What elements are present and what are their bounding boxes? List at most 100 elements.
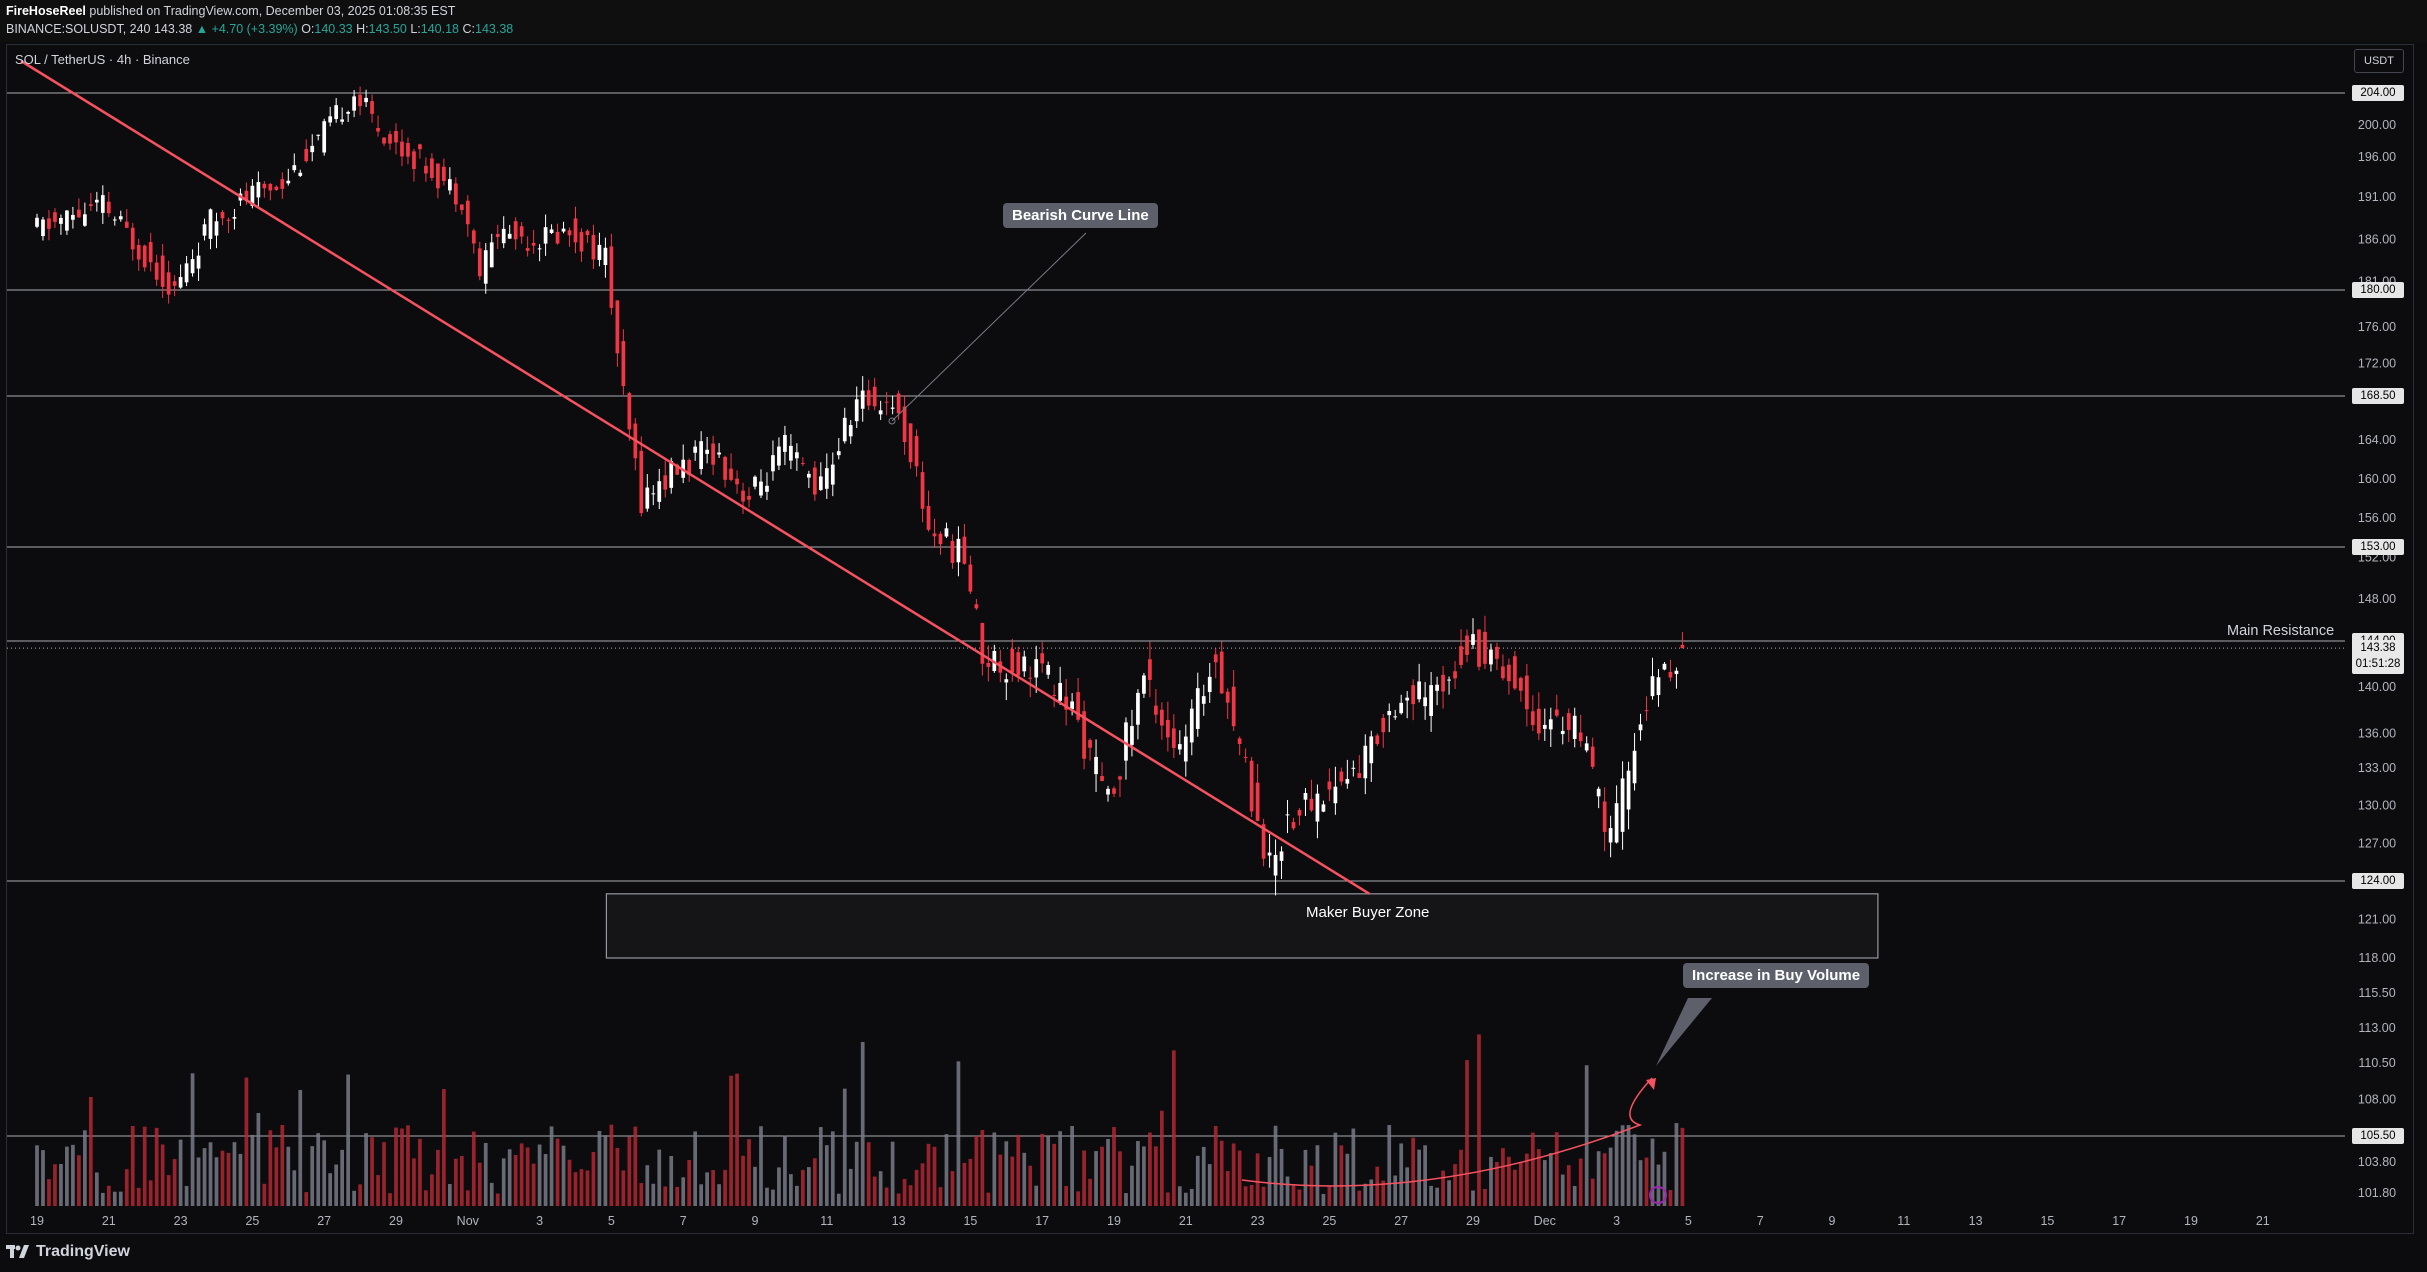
y-tick-label: 108.00: [2358, 1093, 2396, 1107]
volume-bar: [340, 1149, 345, 1206]
volume-bar: [238, 1153, 243, 1206]
bearish-curve-line-callout[interactable]: Bearish Curve Line: [1003, 203, 1158, 228]
symbol-title[interactable]: SOL / TetherUS · 4h · Binance: [15, 52, 190, 67]
candle-body: [980, 622, 985, 664]
candle-body: [920, 472, 925, 509]
increase-in-buy-volume-callout[interactable]: Increase in Buy Volume: [1683, 963, 1870, 988]
volume-bar: [621, 1170, 626, 1206]
x-tick-label: 3: [536, 1214, 543, 1228]
volume-bar: [59, 1164, 63, 1206]
candle-body: [1345, 779, 1350, 784]
volume-bar: [1076, 1191, 1080, 1206]
volume-bar: [1632, 1134, 1637, 1206]
candle-body: [1028, 677, 1033, 679]
candle-body: [1070, 701, 1074, 710]
drawings[interactable]: [20, 59, 1712, 1204]
main-resistance-label[interactable]: Main Resistance: [2227, 623, 2335, 639]
volume-bar: [603, 1135, 608, 1206]
volume-bar: [1213, 1125, 1218, 1206]
volume-bar: [1453, 1164, 1457, 1206]
maker-buyer-zone-label[interactable]: Maker Buyer Zone: [1306, 904, 1430, 921]
volume-bar: [878, 1171, 883, 1206]
tradingview-logo[interactable]: TradingView: [6, 1243, 130, 1261]
candle-body: [154, 262, 159, 280]
volume-bar: [1273, 1125, 1278, 1206]
candle-body: [1273, 854, 1278, 876]
volume-bar: [717, 1184, 721, 1206]
volume-bar: [681, 1177, 686, 1206]
volume-bar: [980, 1130, 985, 1206]
volume-bar: [459, 1155, 464, 1206]
volume-bar: [256, 1113, 261, 1206]
volume-bar: [447, 1184, 452, 1206]
candle-body: [567, 230, 572, 236]
volume-bar: [549, 1126, 554, 1206]
candle-body: [1052, 694, 1057, 697]
volume-bar: [507, 1149, 512, 1206]
volume-bar: [795, 1185, 799, 1206]
volume-callout-tail: [1656, 998, 1712, 1066]
candle-body: [1088, 740, 1092, 748]
candle-body: [801, 463, 805, 465]
volume-bar: [854, 1141, 859, 1206]
candle-body: [418, 144, 422, 150]
x-tick-label: 11: [820, 1214, 833, 1228]
volume-bar: [1195, 1155, 1200, 1206]
candle-body: [424, 165, 428, 174]
candle-body: [190, 259, 195, 274]
y-tick-label: 103.80: [2358, 1155, 2396, 1169]
candle-body: [501, 228, 506, 244]
level-price-tag: 153.00: [2352, 539, 2404, 555]
volume-bar: [124, 1169, 129, 1206]
candle-body: [771, 455, 775, 472]
close-value: 143.38: [475, 22, 514, 36]
x-tick-label: 25: [245, 1214, 259, 1228]
currency-button[interactable]: USDT: [2354, 49, 2404, 73]
candle-body: [1393, 716, 1398, 718]
candle-body: [1243, 757, 1248, 759]
x-tick-label: 23: [1251, 1214, 1265, 1228]
volume-bar: [890, 1141, 895, 1206]
x-tick-label: 21: [102, 1214, 116, 1228]
candle-body: [1130, 726, 1134, 745]
x-tick-label: 5: [608, 1214, 615, 1228]
candle-body: [322, 121, 327, 153]
y-tick-label: 148.00: [2358, 592, 2396, 606]
candle-body: [753, 476, 757, 487]
candle-body: [1195, 688, 1200, 729]
candle-body: [1351, 767, 1356, 769]
candle-body: [759, 481, 763, 496]
alert-icon: [1649, 1186, 1667, 1204]
candle-body: [1148, 659, 1152, 680]
x-tick-label: 27: [1394, 1214, 1408, 1228]
x-tick-label: 21: [2256, 1214, 2270, 1228]
candle-body: [41, 219, 45, 237]
volume-bar: [645, 1165, 650, 1206]
candle-body: [711, 443, 715, 465]
volume-bar: [1058, 1131, 1063, 1206]
volume-bar: [1142, 1146, 1146, 1206]
candle-body: [627, 393, 632, 430]
author-name[interactable]: FireHoseReel: [6, 4, 86, 18]
candle-body: [1602, 801, 1607, 832]
chart-frame[interactable]: [6, 44, 2414, 1234]
volume-bar: [998, 1154, 1003, 1206]
low-label: L:: [410, 22, 421, 36]
volume-bar: [1578, 1158, 1583, 1206]
candle-body: [986, 662, 991, 667]
volume-bar: [226, 1152, 231, 1206]
volume-bar: [1524, 1153, 1529, 1206]
volume-bar: [430, 1174, 434, 1206]
volume-bar: [208, 1142, 213, 1206]
x-tick-label: 13: [1969, 1214, 1983, 1228]
volume-bar: [1602, 1153, 1607, 1206]
volume-bar: [1608, 1147, 1613, 1206]
candle-body: [250, 185, 255, 206]
volume-bar: [1519, 1162, 1523, 1206]
volume-bar: [1638, 1160, 1643, 1206]
candle-body: [1213, 654, 1218, 663]
volume-bar: [406, 1125, 410, 1206]
volume-bar: [1483, 1188, 1487, 1206]
x-tick-label: 7: [1757, 1214, 1764, 1228]
